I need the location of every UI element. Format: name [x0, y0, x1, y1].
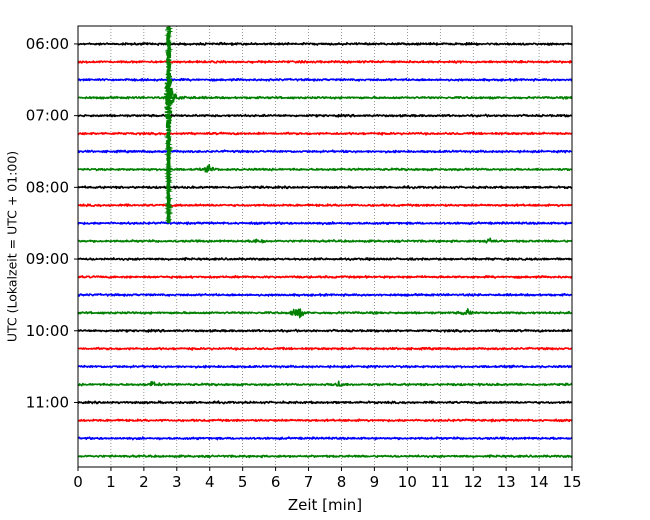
x-tick-label: 5: [238, 473, 248, 491]
trace-line-1115: [77, 418, 573, 423]
x-tick-label: 14: [530, 473, 549, 491]
trace-line-0645: [77, 90, 573, 108]
y-axis-label: UTC (Lokalzeit = UTC + 01:00): [4, 151, 19, 342]
y-tick-label: 06:00: [26, 35, 69, 53]
earthquake-spike: [163, 26, 174, 224]
x-tick-label: 4: [205, 473, 215, 491]
trace-line-0845: [77, 237, 573, 244]
trace-line-0745: [77, 164, 573, 173]
trace-line-0615: [77, 59, 573, 64]
x-tick-label: 13: [497, 473, 516, 491]
x-tick-label: 7: [304, 473, 314, 491]
x-tick-label: 8: [337, 473, 347, 491]
trace-line-1100: [77, 400, 573, 405]
trace-line-0730: [77, 149, 573, 154]
x-tick-label: 15: [562, 473, 581, 491]
y-tick-label: 08:00: [26, 178, 69, 196]
trace-line-0630: [77, 77, 573, 82]
trace-line-0915: [77, 274, 573, 280]
x-tick-label: 10: [398, 473, 417, 491]
y-axis-ticks: 06:00 07:00 08:00 09:00 10:00 11:00: [26, 35, 78, 411]
y-tick-label: 09:00: [26, 250, 69, 268]
x-tick-label: 0: [73, 473, 83, 491]
trace-line-0715: [77, 131, 573, 136]
grid-lines: [77, 26, 573, 467]
trace-line-0800: [77, 185, 573, 190]
x-tick-label: 2: [139, 473, 149, 491]
x-tick-label: 11: [431, 473, 450, 491]
x-tick-label: 12: [464, 473, 483, 491]
trace-line-1130: [77, 436, 573, 441]
trace-line-1045: [77, 380, 573, 387]
x-tick-label: 1: [106, 473, 116, 491]
trace-line-0815: [77, 203, 573, 208]
x-tick-label: 3: [172, 473, 182, 491]
trace-line-0930: [77, 292, 573, 297]
x-axis-label: Zeit [min]: [288, 496, 362, 514]
x-tick-label: 6: [271, 473, 281, 491]
y-tick-label: 11:00: [26, 393, 69, 411]
trace-line-0900: [77, 257, 573, 262]
trace-line-1015: [77, 346, 573, 351]
trace-line-1000: [77, 328, 573, 333]
y-tick-label: 07:00: [26, 107, 69, 125]
x-axis-ticks: 0 1 2 3 4 5 6 7 8 9 10 11 12 13 14 15: [73, 467, 582, 491]
trace-line-1145: [77, 454, 573, 459]
trace-line-0830: [77, 221, 573, 226]
y-tick-label: 10:00: [26, 322, 69, 340]
x-tick-label: 9: [370, 473, 380, 491]
seismogram-traces: [77, 26, 573, 459]
trace-line-0945: [77, 308, 573, 319]
plot-frame: [77, 25, 573, 468]
trace-line-1030: [77, 364, 573, 369]
trace-line-0600: [77, 41, 573, 46]
trace-line-0700: [77, 113, 573, 118]
